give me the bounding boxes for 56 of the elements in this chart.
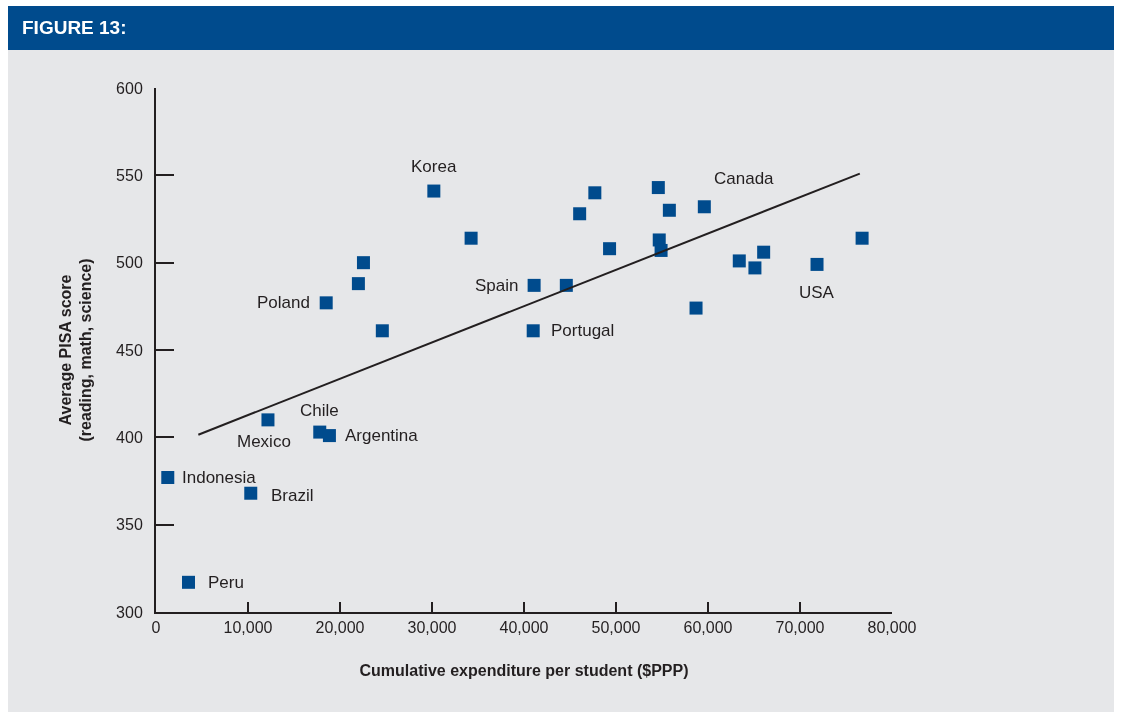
point bbox=[588, 186, 602, 200]
annotation: Spain bbox=[475, 276, 519, 295]
annotation: Canada bbox=[714, 169, 775, 188]
y-tick-label: 600 bbox=[116, 79, 143, 97]
x-tick-label: 70,000 bbox=[775, 619, 825, 637]
annotation: Chile bbox=[300, 401, 339, 420]
x-tick-label: 20,000 bbox=[315, 619, 365, 637]
y-tick-label: 450 bbox=[116, 341, 143, 359]
y-axis-title: Average PISA score (reading, math, science) bbox=[56, 258, 95, 442]
annotation: Korea bbox=[411, 157, 457, 176]
y-tick-label: 350 bbox=[116, 516, 143, 534]
point bbox=[464, 231, 478, 245]
x-tick-label: 60,000 bbox=[683, 619, 733, 637]
point bbox=[427, 184, 441, 198]
point bbox=[322, 429, 336, 443]
point bbox=[351, 277, 365, 291]
point bbox=[181, 575, 195, 589]
x-tick-label: 50,000 bbox=[591, 619, 641, 637]
point bbox=[697, 200, 711, 214]
point bbox=[689, 301, 703, 315]
annotation: Poland bbox=[257, 293, 310, 312]
point bbox=[748, 261, 762, 275]
point bbox=[261, 413, 275, 427]
annotation: Mexico bbox=[237, 432, 291, 451]
annotation: Portugal bbox=[551, 321, 615, 340]
point bbox=[757, 245, 771, 259]
point bbox=[573, 207, 587, 221]
point bbox=[161, 471, 175, 485]
x-axis-title: Cumulative expenditure per student ($PPP) bbox=[359, 662, 689, 680]
y-tick-label: 550 bbox=[116, 166, 143, 184]
x-tick-label: 10,000 bbox=[223, 619, 273, 637]
annotation: Peru bbox=[208, 573, 244, 592]
x-tick-label: 40,000 bbox=[499, 619, 549, 637]
annotation: USA bbox=[799, 283, 835, 302]
annotation: Brazil bbox=[271, 486, 314, 505]
annotation: Indonesia bbox=[182, 468, 257, 487]
point bbox=[356, 256, 370, 270]
point bbox=[527, 278, 541, 292]
x-tick-label: 80,000 bbox=[867, 619, 917, 637]
point bbox=[319, 296, 333, 310]
point bbox=[732, 254, 746, 268]
annotation: Argentina bbox=[345, 426, 419, 445]
point bbox=[375, 324, 389, 338]
point bbox=[855, 231, 869, 245]
point bbox=[603, 242, 617, 256]
chart-title: FIGURE 13: bbox=[8, 6, 1114, 50]
point bbox=[651, 181, 665, 195]
y-tick-label: 300 bbox=[116, 603, 143, 621]
y-tick-label: 400 bbox=[116, 428, 143, 446]
x-tick-label: 0 bbox=[151, 619, 161, 637]
point bbox=[810, 257, 824, 271]
point bbox=[244, 486, 258, 500]
point bbox=[526, 324, 540, 338]
y-tick-label: 500 bbox=[116, 254, 143, 272]
point bbox=[662, 203, 676, 217]
x-tick-label: 30,000 bbox=[407, 619, 457, 637]
